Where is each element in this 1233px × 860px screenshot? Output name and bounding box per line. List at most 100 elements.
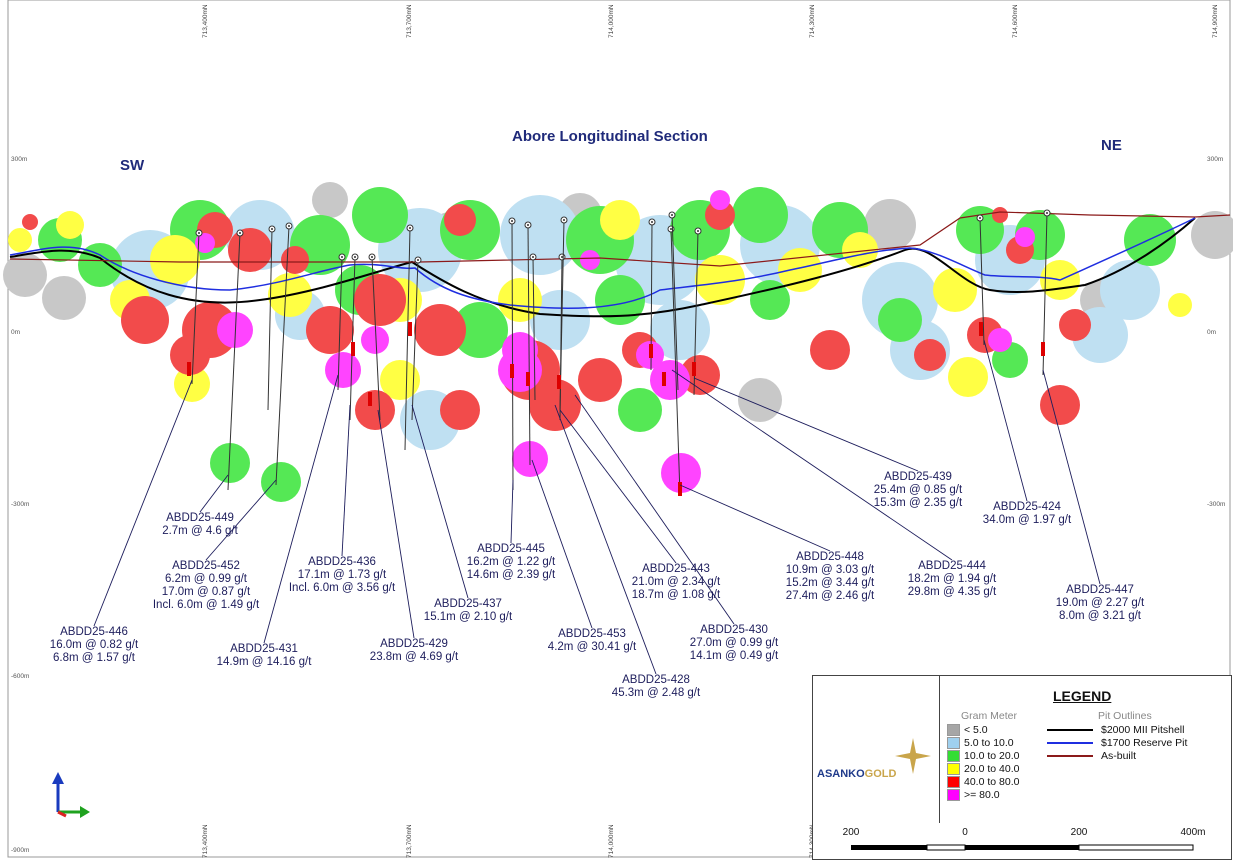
yellow-grade-blob [948, 357, 988, 397]
hole-id: ABDD25-443 [642, 563, 710, 575]
hole-id: ABDD25-439 [884, 471, 952, 483]
intercept-mark [649, 344, 653, 358]
drill-hole-trace [349, 256, 356, 421]
legend-swatch [947, 736, 960, 749]
elevation-tick-label: 300m [1207, 156, 1224, 163]
green-grade-blob [352, 187, 408, 243]
leader-line [93, 379, 193, 627]
drill-hole-trace [527, 224, 531, 466]
legend-line-swatch [1047, 742, 1093, 744]
easting-tick-label: 713,400mN [202, 824, 209, 858]
legend-label: $1700 Reserve Pit [1101, 737, 1188, 749]
intercept-text: 10.9m @ 3.03 g/t [785, 564, 875, 576]
hole-id: ABDD25-436 [308, 556, 376, 568]
intercept-text: 45.3m @ 2.48 g/t [611, 687, 701, 699]
green-grade-blob [210, 443, 250, 483]
leader-line [199, 474, 229, 513]
intercept-text: 16.2m @ 1.22 g/t [466, 556, 556, 568]
scale-bar: 200 0 200 400m [812, 823, 1232, 860]
intercept-text: 15.1m @ 2.10 g/t [423, 611, 513, 623]
intercept-text: 16.0m @ 0.82 g/t [49, 639, 139, 651]
drill-hole-label: ABDD25-452 6.2m @ 0.99 g/t 17.0m @ 0.87 g/… [153, 560, 259, 612]
drill-hole-label: ABDD25-437 15.1m @ 2.10 g/t [424, 598, 512, 624]
elevation-tick-label: -300m [11, 501, 30, 508]
yellow-grade-blob [150, 235, 200, 285]
hole-id: ABDD25-445 [477, 543, 545, 555]
collar-dot [341, 256, 343, 258]
grey-grade-blob [1191, 211, 1233, 259]
red-grade-blob [354, 274, 406, 326]
collar-dot [532, 256, 534, 258]
pit-outlines-heading: Pit Outlines [1098, 710, 1152, 722]
leader-line [693, 377, 919, 472]
intercept-text: 34.0m @ 1.97 g/t [982, 514, 1072, 526]
company-logo: ASANKOGOLD [817, 768, 896, 780]
drill-hole-trace [227, 232, 241, 491]
drill-hole-trace [191, 232, 200, 385]
drill-hole-trace [404, 227, 411, 451]
as-built-line [9, 211, 1231, 267]
collar-dot [371, 256, 373, 258]
intercept-mark [979, 322, 983, 336]
intercept-text: 14.1m @ 0.49 g/t [689, 650, 779, 662]
green-grade-blob [618, 388, 662, 432]
intercept-text: 15.2m @ 3.44 g/t [785, 577, 875, 589]
legend-title: LEGEND [1053, 688, 1112, 704]
collar-dot [527, 224, 529, 226]
collar-dot [670, 228, 672, 230]
grey-grade-blob [864, 199, 916, 251]
hole-id: ABDD25-449 [166, 512, 234, 524]
easting-tick-label: 714,900mN [1212, 4, 1219, 38]
hole-id: ABDD25-452 [172, 560, 240, 572]
yellow-grade-blob [498, 278, 542, 322]
drill-hole-trace [275, 225, 290, 486]
red-grade-blob [228, 228, 272, 272]
gram-meter-legend-item: 20.0 to 40.0 [947, 762, 1020, 775]
intercept-text: 29.8m @ 4.35 g/t [907, 586, 997, 598]
drill-hole-trace [670, 228, 681, 496]
drill-hole-trace [337, 256, 343, 391]
legend-label: As-built [1101, 750, 1137, 762]
intercept-mark [408, 322, 412, 336]
intercept-text: 8.0m @ 3.21 g/t [1058, 610, 1141, 622]
hole-id: ABDD25-424 [993, 501, 1061, 513]
pit-shell-2000-line [9, 217, 1196, 318]
magenta-grade-blob [710, 190, 730, 210]
drill-hole-label: ABDD25-436 17.1m @ 1.73 g/t Incl. 6.0m @ 3… [289, 556, 395, 595]
drill-hole-trace [267, 228, 273, 411]
leader-line [531, 459, 593, 629]
collar-dot [563, 219, 565, 221]
drill-hole-label: ABDD25-449 2.7m @ 4.6 g/t [162, 512, 238, 538]
intercept-mark [678, 482, 682, 496]
gram-meter-legend-item: < 5.0 [947, 723, 988, 736]
grey-grade-blob [312, 182, 348, 218]
collar-dot [561, 256, 563, 258]
magenta-grade-blob [361, 326, 389, 354]
intercept-mark [351, 342, 355, 356]
yellow-grade-blob [56, 211, 84, 239]
magenta-grade-blob [502, 332, 538, 368]
grey-grade-blob [3, 253, 47, 297]
drill-hole-label: ABDD25-446 16.0m @ 0.82 g/t 6.8m @ 1.57 g/… [50, 626, 138, 665]
blue-grade-blob [1100, 260, 1160, 320]
magenta-grade-blob [661, 453, 701, 493]
collar-dot [671, 214, 673, 216]
page-title: Abore Longitudinal Section [512, 128, 708, 145]
magenta-grade-blob [580, 250, 600, 270]
yellow-grade-blob [1168, 293, 1192, 317]
drill-hole-label: ABDD25-444 18.2m @ 1.94 g/t 29.8m @ 4.35 g… [908, 560, 996, 599]
hole-id: ABDD25-448 [796, 551, 864, 563]
drill-hole-label: ABDD25-445 16.2m @ 1.22 g/t 14.6m @ 2.39 g… [467, 543, 555, 582]
magenta-grade-blob [325, 352, 361, 388]
intercept-text: 6.2m @ 0.99 g/t [165, 573, 247, 585]
intercept-text: 18.2m @ 1.94 g/t [907, 573, 997, 585]
drill-hole-trace [532, 256, 536, 401]
drill-hole-trace [511, 220, 514, 491]
legend-label: 20.0 to 40.0 [964, 762, 1020, 775]
gram-meter-legend-item: 5.0 to 10.0 [947, 736, 1014, 749]
green-grade-blob [595, 275, 645, 325]
scale-label: 200 [842, 827, 860, 838]
intercept-text: Incl. 6.0m @ 3.56 g/t [288, 582, 396, 594]
red-grade-blob [440, 390, 480, 430]
